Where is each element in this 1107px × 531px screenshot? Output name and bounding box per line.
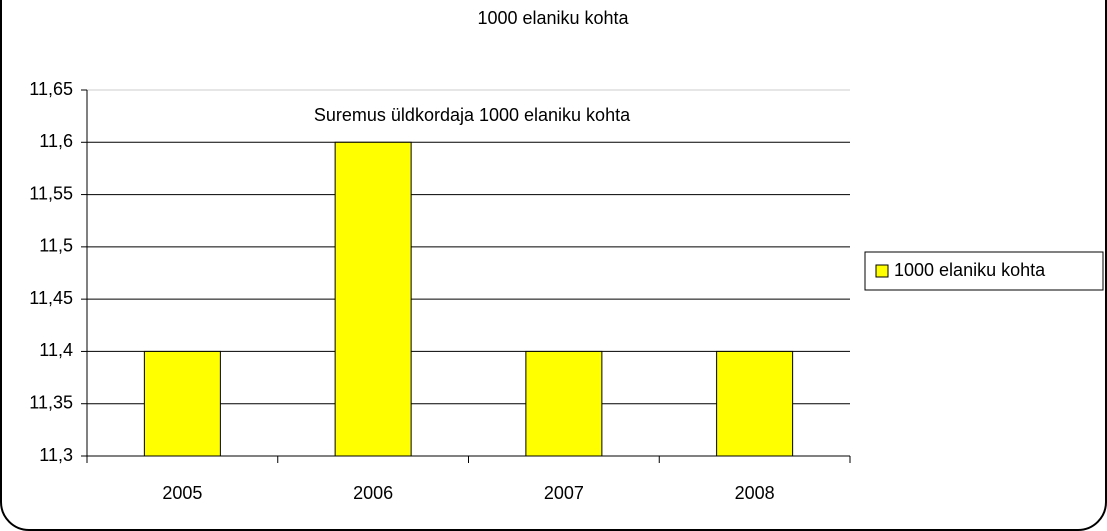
bar	[143, 350, 221, 457]
x-tick-label: 2008	[735, 483, 775, 503]
y-tick-label: 11,65	[29, 79, 73, 99]
bar	[525, 350, 603, 457]
legend-box	[864, 251, 1104, 291]
bar	[716, 350, 794, 457]
x-tick-label: 2007	[544, 483, 584, 503]
x-tick-label: 2006	[353, 483, 393, 503]
bar	[334, 141, 412, 457]
annotation: Suremus üldkordaja 1000 elaniku kohta	[314, 105, 631, 125]
legend-swatch	[875, 264, 889, 278]
y-tick-label: 11,6	[39, 131, 73, 151]
y-tick-label: 11,55	[29, 183, 73, 203]
y-tick-label: 11,35	[29, 392, 73, 412]
x-tick-label: 2005	[162, 483, 202, 503]
y-tick-label: 11,5	[39, 236, 73, 256]
legend-label: 1000 elaniku kohta	[894, 260, 1046, 280]
y-tick-label: 11,45	[29, 288, 73, 308]
y-tick-label: 11,3	[39, 445, 73, 465]
y-tick-label: 11,4	[39, 340, 73, 360]
chart-title: 1000 elaniku kohta	[477, 8, 629, 28]
